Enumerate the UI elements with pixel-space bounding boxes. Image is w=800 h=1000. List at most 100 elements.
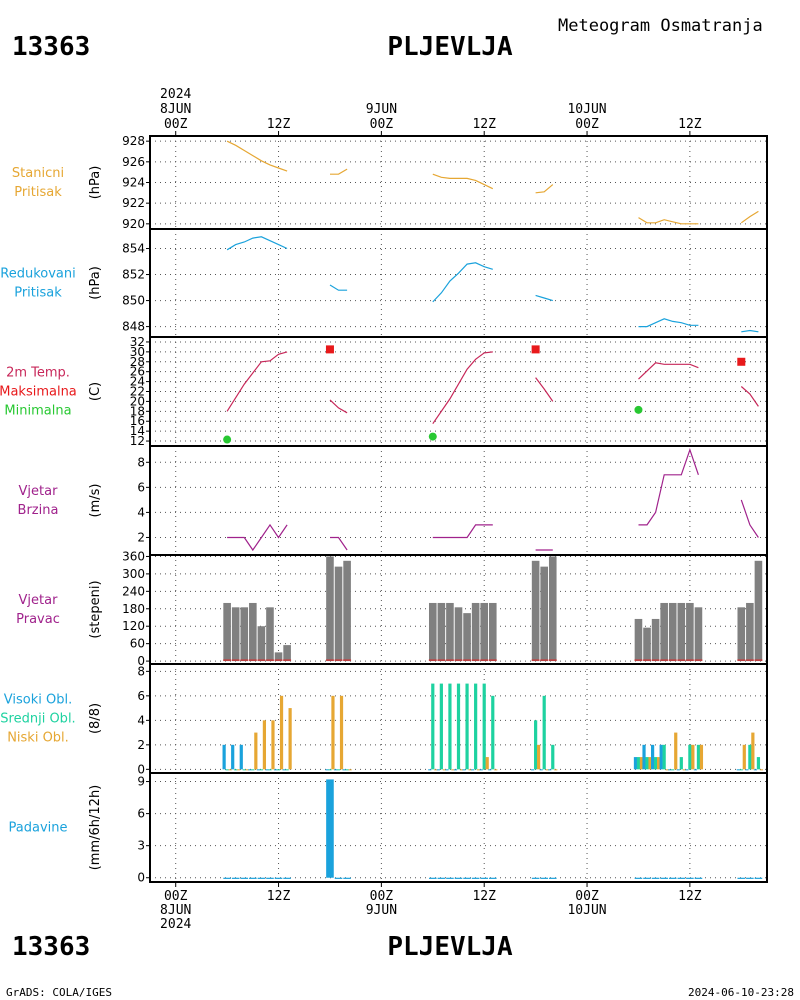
cloud-mid-bar xyxy=(465,683,469,770)
precipitation-bar xyxy=(463,877,471,879)
panel-precipitation: 0 3 6 9 (mm/6h/12h) Padavine xyxy=(9,772,768,885)
wind_direction-bar xyxy=(746,602,754,662)
y-tick-label: 30 xyxy=(130,345,145,359)
wind_direction-bar xyxy=(274,652,283,662)
wind_direction-bar xyxy=(437,602,446,662)
wind_direction-bar xyxy=(240,607,249,662)
y-tick-label: 120 xyxy=(122,619,145,633)
x-tick-label-bottom: 00Z xyxy=(575,889,599,904)
y-tick-label: 60 xyxy=(130,637,145,651)
y-tick-label: 16 xyxy=(130,414,145,428)
wind_direction-bar xyxy=(634,618,643,662)
y-tick-label: 300 xyxy=(122,567,145,581)
precipitation-bar xyxy=(737,877,746,879)
cloud-low-bar xyxy=(759,769,764,771)
cloud-high-bar xyxy=(222,744,226,770)
cloud-high-bar xyxy=(488,769,492,771)
station_pressure-unit-label: (hPa) xyxy=(88,166,103,200)
precipitation-bar xyxy=(488,877,497,879)
station_pressure-line xyxy=(535,184,554,194)
precipitation-bar xyxy=(257,877,266,879)
wind_speed-line xyxy=(330,536,348,551)
precipitation-bar xyxy=(343,877,351,879)
panel-station_pressure: 920 922 924 926 928 (hPa) Stanicni Pritisak xyxy=(12,134,768,231)
reduced_pressure-line xyxy=(638,318,699,328)
y-tick-label: 0 xyxy=(137,871,145,885)
cloud-mid-bar xyxy=(276,769,281,771)
y-tick-label: 3 xyxy=(137,839,145,853)
temperature-line xyxy=(226,351,288,412)
precipitation-bar xyxy=(326,779,334,878)
precipitation-bar xyxy=(677,877,686,879)
reduced_pressure-label: Redukovani xyxy=(0,267,75,282)
y-tick-label: 850 xyxy=(122,294,145,308)
precipitation-bar xyxy=(437,877,446,879)
precipitation-bar xyxy=(240,877,249,879)
cloud-mid-bar xyxy=(534,720,538,770)
panel-frame xyxy=(149,336,768,447)
cloud-high-bar xyxy=(282,769,286,771)
precipitation-bar xyxy=(531,877,540,879)
y-tick-label: 922 xyxy=(122,196,145,210)
temperature-label: 2m Temp. xyxy=(6,366,70,381)
cloud-high-bar xyxy=(471,769,475,771)
x-tick-label-top: 12Z xyxy=(267,117,291,132)
cloud-mid-bar xyxy=(456,683,461,770)
min-temp-marker xyxy=(223,435,232,444)
y-tick-label: 4 xyxy=(137,713,145,727)
cloud-low-bar xyxy=(682,769,686,771)
panel-data xyxy=(223,779,763,879)
wind_direction-bar xyxy=(737,607,746,662)
precipitation-bar xyxy=(694,877,703,879)
cloud-high-bar xyxy=(462,769,466,771)
cloud-high-bar xyxy=(342,769,346,771)
x-tick-label-top: 9JUN xyxy=(366,102,397,117)
cloud-mid-bar xyxy=(448,683,452,770)
plot-area: 920922924926928(hPa)StanicniPritisak8488… xyxy=(0,87,768,932)
y-tick-label: 6 xyxy=(137,807,145,821)
clouds-label: Srednji Obl. xyxy=(0,712,75,727)
cloud-mid-bar xyxy=(439,683,443,770)
station_pressure-line xyxy=(740,210,759,224)
cloud-low-bar xyxy=(459,769,464,771)
y-tick-label: 28 xyxy=(130,355,145,369)
cloud-mid-bar xyxy=(268,769,272,771)
precipitation-bar xyxy=(746,877,754,879)
precipitation-bar xyxy=(283,877,291,879)
reduced_pressure-label: Pritisak xyxy=(14,286,62,301)
cloud-low-bar xyxy=(468,769,472,771)
wind_direction-bar xyxy=(446,602,454,662)
cloud-high-bar xyxy=(548,769,552,771)
y-tick-label: 0 xyxy=(137,654,145,668)
y-tick-label: 0 xyxy=(137,762,145,776)
precipitation-bar xyxy=(634,877,643,879)
cloud-low-bar xyxy=(262,720,267,770)
panel-frame xyxy=(149,772,768,883)
precipitation-bar xyxy=(754,877,763,879)
panel-data xyxy=(223,556,763,662)
cloud-low-bar xyxy=(451,769,455,771)
max-temp-marker xyxy=(737,357,746,366)
cloud-high-bar xyxy=(239,744,243,770)
x-tick-label-top: 00Z xyxy=(164,117,188,132)
wind_direction-bar xyxy=(651,618,660,662)
precipitation-bar xyxy=(266,877,274,879)
cloud-high-bar xyxy=(248,769,252,771)
cloud-mid-bar xyxy=(748,744,752,770)
precipitation-bar xyxy=(249,877,257,879)
meteogram-title: Meteogram Osmatranja xyxy=(558,16,763,36)
y-tick-label: 180 xyxy=(122,602,145,616)
cloud-high-bar xyxy=(479,769,483,771)
wind_direction-bar xyxy=(471,602,480,662)
cloud-high-bar xyxy=(445,769,449,771)
y-tick-label: 4 xyxy=(137,505,145,519)
cloud-low-bar xyxy=(434,769,438,771)
cloud-mid-bar xyxy=(328,769,332,771)
wind_direction-bar xyxy=(531,560,540,662)
y-tick-label: 8 xyxy=(137,455,145,469)
y-tick-label: 360 xyxy=(122,549,145,563)
clouds-label: Visoki Obl. xyxy=(4,693,72,708)
x-tick-label-bottom: 00Z xyxy=(370,889,394,904)
